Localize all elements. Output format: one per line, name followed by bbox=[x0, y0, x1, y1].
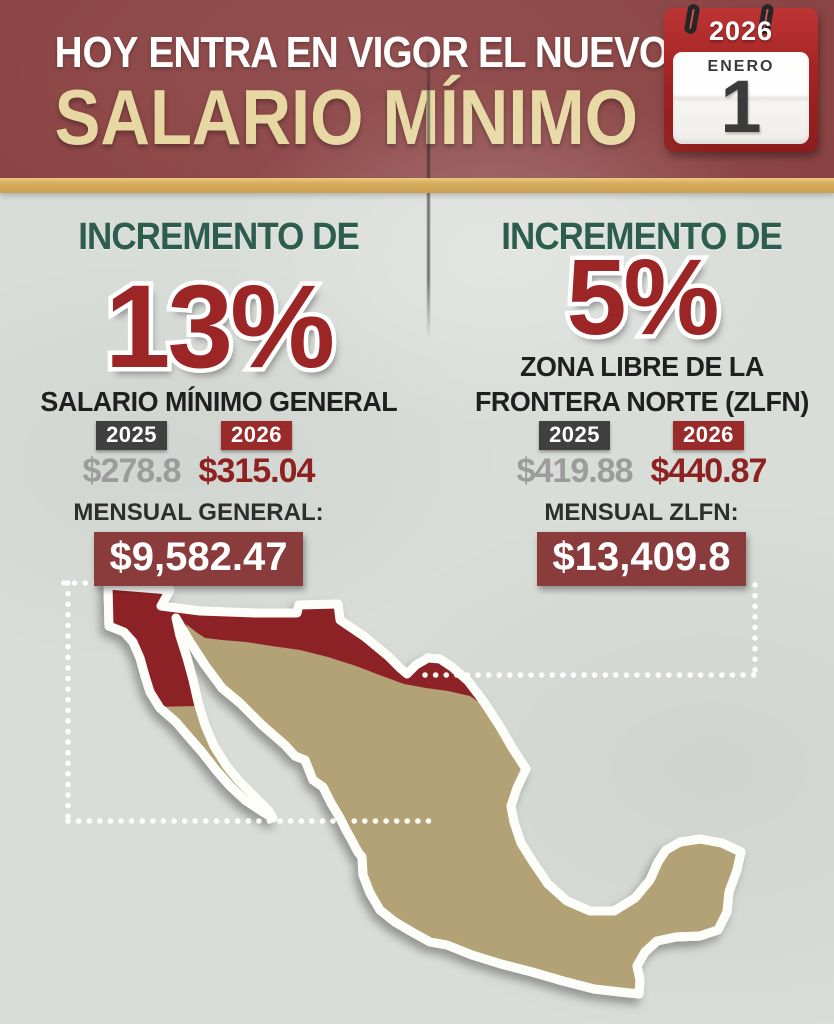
calendar-widget: 2026 ENERO 1 bbox=[664, 3, 818, 152]
increment-column-zlfn: INCREMENTO DE bbox=[415, 193, 834, 259]
wage-value-2025: $278.8 bbox=[82, 452, 182, 490]
monthly-label: MENSUAL ZLFN: bbox=[544, 499, 739, 526]
monthly-label: MENSUAL GENERAL: bbox=[73, 499, 324, 526]
monthly-block-zlfn: MENSUAL ZLFN: $13,409.8 bbox=[415, 493, 834, 586]
percent-text: 5% bbox=[566, 235, 719, 357]
percent-block-zlfn: 5% 5% ZONA LIBRE DE LA FRONTERA NORTE (Z… bbox=[415, 238, 834, 417]
headline-line2: SALARIO MÍNIMO bbox=[54, 73, 639, 161]
hoy-text: HOY bbox=[54, 28, 139, 77]
new-wage-group: 2026 $315.04 bbox=[199, 421, 315, 491]
percent-block-general: 13% 13% SALARIO MÍNIMO GENERAL bbox=[0, 259, 415, 417]
mexico-outline bbox=[103, 580, 746, 999]
wage-value-2026: $440.87 bbox=[650, 452, 768, 490]
year-badge-2026: 2026 bbox=[221, 421, 292, 450]
headline-line1: HOY ENTRA EN VIGOR EL NUEVO bbox=[54, 28, 669, 78]
header-banner: HOY ENTRA EN VIGOR EL NUEVO SALARIO MÍNI… bbox=[0, 0, 834, 178]
monthly-value: $13,409.8 bbox=[552, 535, 731, 579]
percent-value: 5% 5% bbox=[562, 235, 724, 357]
column-subtitle: FRONTERA NORTE (ZLFN) bbox=[474, 385, 809, 417]
wage-value-2026: $315.04 bbox=[198, 452, 316, 490]
percent-outline: 13% bbox=[100, 260, 339, 393]
previous-wage-group: 2025 $278.8 bbox=[82, 421, 182, 491]
increment-heading: INCREMENTO DE bbox=[78, 216, 360, 258]
mexico-map bbox=[61, 580, 758, 999]
column-subtitle: ZONA LIBRE DE LA bbox=[519, 351, 764, 383]
monthly-banner: $13,409.8 bbox=[536, 532, 747, 586]
headline-line1-rest: ENTRA EN VIGOR EL NUEVO bbox=[138, 28, 669, 77]
calendar-month: ENERO bbox=[707, 58, 775, 75]
monthly-banner: $9,582.47 bbox=[93, 532, 304, 586]
year-badge-2026: 2026 bbox=[672, 421, 744, 450]
calendar-page: ENERO 1 bbox=[673, 52, 809, 148]
year-badge-2025: 2025 bbox=[96, 421, 168, 450]
percent-value: 13% 13% bbox=[100, 260, 339, 393]
new-wage-group: 2026 $440.87 bbox=[651, 421, 767, 491]
increment-heading: INCREMENTO DE bbox=[501, 216, 783, 258]
dotted-frame bbox=[61, 580, 758, 824]
percent-outline: 5% bbox=[562, 235, 724, 357]
year-badge-2025: 2025 bbox=[539, 421, 611, 450]
percent-text: 13% bbox=[104, 260, 335, 393]
calendar-year: 2026 bbox=[708, 16, 774, 46]
monthly-block-general: MENSUAL GENERAL: $9,582.47 bbox=[0, 493, 415, 586]
increment-column-general: INCREMENTO DE bbox=[0, 193, 415, 259]
mexico-landmass bbox=[103, 580, 746, 999]
monthly-value: $9,582.47 bbox=[109, 535, 288, 579]
comparison-row-general: 2025 $278.8 2026 $315.04 bbox=[0, 417, 415, 493]
previous-wage-group: 2025 $419.88 bbox=[517, 421, 633, 491]
increments-section: INCREMENTO DE INCREMENTO DE 13% 13% SALA… bbox=[0, 193, 834, 586]
calendar-day: 1 bbox=[720, 65, 762, 148]
comparison-row-zlfn: 2025 $419.88 2026 $440.87 bbox=[415, 417, 834, 493]
wage-value-2025: $419.88 bbox=[516, 452, 634, 490]
gold-divider-strip bbox=[0, 178, 834, 193]
column-subtitle: SALARIO MÍNIMO GENERAL bbox=[40, 385, 397, 417]
